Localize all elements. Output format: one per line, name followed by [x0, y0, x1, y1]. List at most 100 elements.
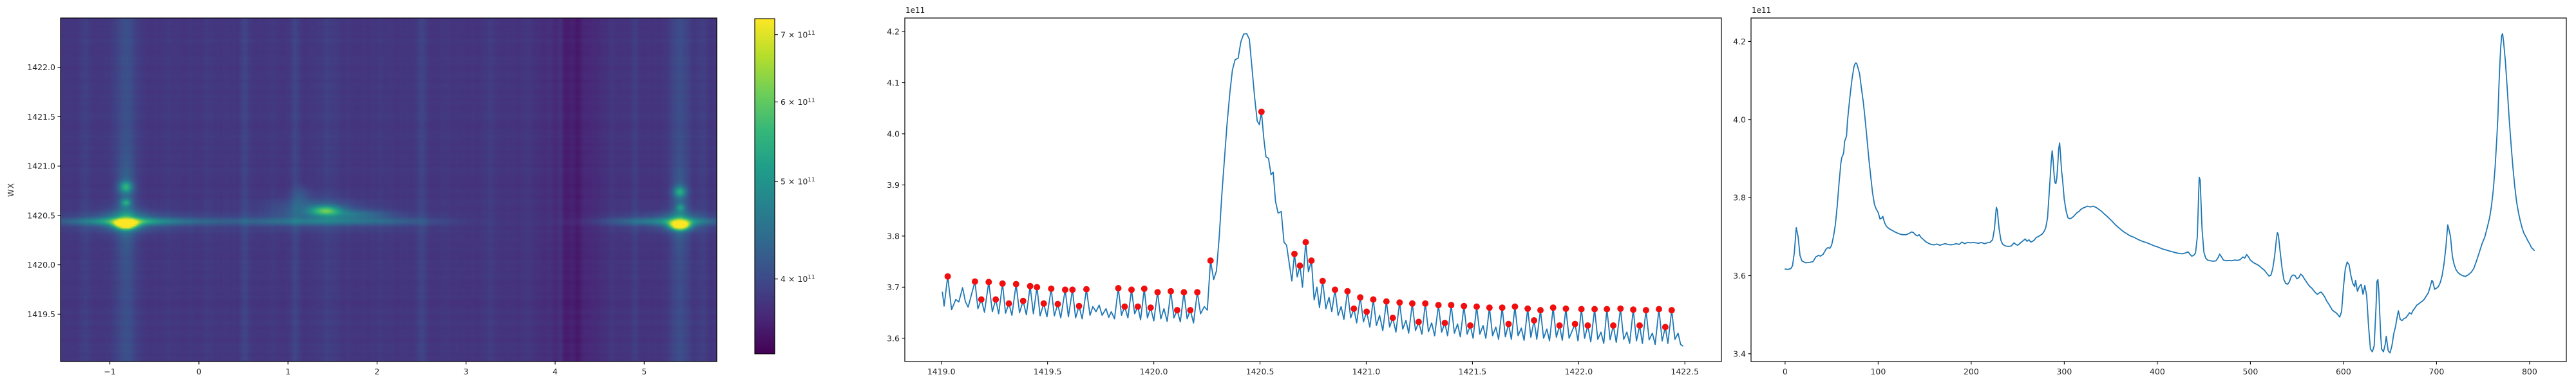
- peak-marker: [1363, 308, 1370, 315]
- peak-marker: [992, 296, 999, 303]
- peak-marker: [1409, 300, 1416, 307]
- peak-marker: [1531, 317, 1538, 324]
- peak-marker: [1187, 307, 1194, 314]
- right-spectrum-line: [1784, 33, 2535, 354]
- peak-marker: [1048, 285, 1055, 292]
- peak-marker: [1062, 286, 1068, 293]
- peak-marker: [1134, 303, 1141, 310]
- peak-marker: [1296, 262, 1303, 269]
- middle-spectrum-x-tick-label: 1419.0: [927, 367, 956, 376]
- peak-marker: [944, 273, 951, 280]
- colorbar-tick-exponent: 11: [808, 177, 815, 183]
- peak-marker: [999, 280, 1006, 287]
- peak-marker: [1121, 303, 1128, 310]
- peak-marker: [1668, 307, 1675, 314]
- colorbar-tick-label: 7 × 1011: [781, 30, 815, 39]
- peak-marker: [985, 279, 992, 286]
- heatmap-y-tick-label: 1421.0: [27, 161, 55, 171]
- middle-spectrum-x-tick-label: 1422.5: [1671, 367, 1699, 376]
- peak-marker: [1194, 289, 1201, 296]
- peak-marker: [1396, 299, 1403, 306]
- right-panel-offset-label: 1e11: [1752, 6, 1772, 15]
- peak-marker: [1562, 305, 1569, 312]
- peak-marker: [1291, 250, 1298, 257]
- middle-spectrum-y-tick-label: 3.6: [887, 333, 900, 343]
- peak-marker: [1332, 286, 1338, 293]
- colorbar: [754, 18, 775, 354]
- middle-spectrum-x-tick-label: 1419.5: [1034, 367, 1062, 376]
- middle-spectrum-frame: [904, 17, 1722, 362]
- heatmap-x-tick-label: −1: [104, 367, 115, 376]
- peak-marker: [1549, 304, 1557, 311]
- middle-spectrum-x-tick-label: 1421.0: [1352, 367, 1381, 376]
- right-spectrum-x-tick-label: 400: [2150, 367, 2165, 376]
- peak-marker: [1591, 306, 1598, 313]
- colorbar-tick-label: 6 × 1011: [781, 97, 815, 107]
- heatmap-x-tick-label: 1: [285, 367, 290, 376]
- middle-spectrum-x-tick-label: 1421.5: [1459, 367, 1487, 376]
- heatmap-image: [61, 18, 717, 362]
- peak-marker: [1350, 305, 1358, 312]
- right-spectrum-x-tick-label: 500: [2242, 367, 2258, 376]
- peak-marker: [1415, 318, 1422, 326]
- right-spectrum-y-tick-label: 3.4: [1733, 349, 1746, 358]
- peak-marker: [978, 296, 985, 303]
- middle-spectrum-x-tick-label: 1422.0: [1564, 367, 1593, 376]
- peak-marker: [1128, 286, 1135, 293]
- peak-marker: [1642, 307, 1649, 314]
- peak-marker: [1662, 324, 1669, 331]
- colorbar-tick-exponent: 11: [808, 275, 815, 281]
- peak-marker: [1180, 289, 1188, 296]
- right-spectrum-x-tick-label: 800: [2522, 367, 2537, 376]
- right-spectrum-x-tick-label: 0: [1783, 367, 1788, 376]
- peak-marker: [1656, 306, 1662, 313]
- peak-marker: [1389, 315, 1396, 322]
- heatmap-x-tick-label: 2: [374, 367, 379, 376]
- middle-spectrum-y-tick-label: 3.9: [887, 180, 900, 190]
- middle-spectrum-line: [942, 33, 1683, 347]
- heatmap-x-tick-label: 3: [464, 367, 469, 376]
- peak-marker: [1630, 306, 1637, 313]
- peak-marker: [1168, 288, 1174, 295]
- peak-marker: [1012, 280, 1019, 288]
- heatmap-x-tick-label: 0: [196, 367, 202, 376]
- peak-marker: [1069, 286, 1076, 293]
- heatmap-y-tick-label: 1420.0: [27, 260, 55, 270]
- peak-marker: [1147, 304, 1154, 311]
- right-spectrum-x-tick-label: 700: [2429, 367, 2444, 376]
- peak-marker: [1486, 304, 1493, 311]
- peak-marker: [1422, 300, 1429, 307]
- right-spectrum-y-tick-label: 3.8: [1733, 193, 1746, 203]
- heatmap-x-tick-label: 5: [641, 367, 647, 376]
- peak-marker: [1115, 285, 1122, 291]
- right-spectrum-x-tick-label: 200: [1964, 367, 1979, 376]
- colorbar-tick-exponent: 11: [808, 97, 815, 104]
- peak-marker: [1524, 305, 1531, 312]
- heatmap-x-tick-label: 4: [553, 367, 558, 376]
- colorbar-tick-label: 5 × 1011: [781, 177, 815, 187]
- peak-marker: [1584, 322, 1591, 329]
- colorbar-tick-exponent: 11: [808, 30, 815, 37]
- heatmap-frame: [60, 17, 717, 362]
- heatmap-y-tick-label: 1421.5: [27, 112, 55, 122]
- right-spectrum-y-tick-label: 3.6: [1733, 271, 1746, 280]
- middle-spectrum-x-tick-label: 1420.5: [1246, 367, 1274, 376]
- middle-spectrum-y-tick-label: 4.0: [887, 129, 900, 138]
- peak-marker: [1473, 303, 1480, 310]
- peak-marker: [1636, 322, 1643, 329]
- peak-marker: [1556, 322, 1563, 329]
- peak-marker: [1141, 285, 1148, 292]
- peak-marker: [1173, 307, 1180, 314]
- right-spectrum-x-tick-label: 300: [2056, 367, 2072, 376]
- peak-marker: [1610, 322, 1617, 329]
- middle-spectrum-x-tick-label: 1420.0: [1140, 367, 1168, 376]
- peak-marker: [1537, 307, 1544, 314]
- peak-marker: [971, 278, 978, 285]
- peak-marker: [1258, 108, 1265, 115]
- peak-marker: [1505, 320, 1512, 327]
- right-spectrum-y-tick-label: 4.2: [1733, 37, 1746, 46]
- peak-marker: [1308, 257, 1315, 264]
- peak-marker: [1383, 298, 1390, 305]
